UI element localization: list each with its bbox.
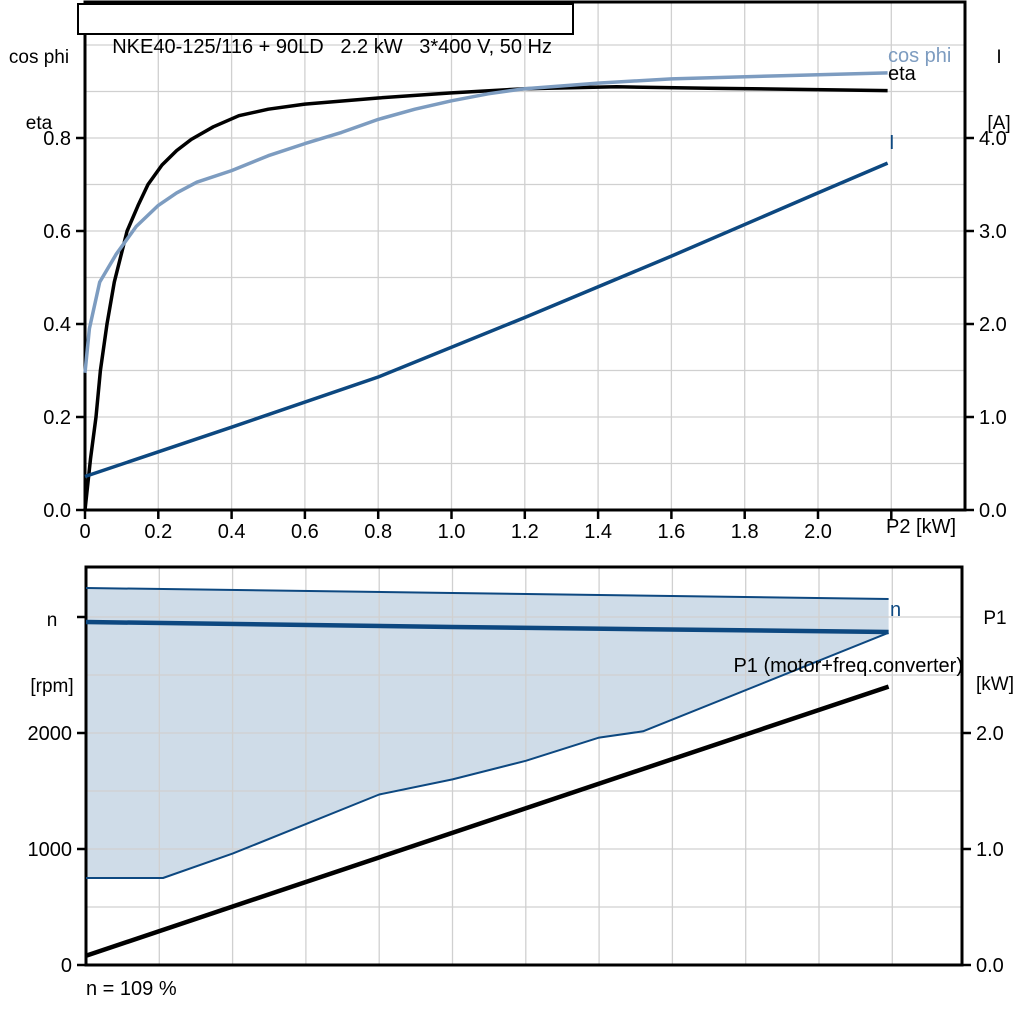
y-right-tick-label: 4.0	[979, 128, 1007, 150]
x-tick-label: 0.6	[291, 521, 319, 543]
y-left-tick-label: 1000	[28, 839, 73, 861]
n-min-curve	[86, 631, 889, 879]
x-tick-label: 1.6	[657, 521, 685, 543]
speed-axis-label: n	[46, 610, 58, 631]
x-tick-label: 1.4	[584, 521, 612, 543]
x-axis-label: P2 [kW]	[886, 516, 957, 538]
y-right-tick-label: 3.0	[979, 221, 1007, 243]
y-left-axis-title-bottom: n [rpm]	[20, 566, 84, 742]
eta-curve	[83, 85, 888, 511]
y-left-tick-label: 0.2	[43, 407, 71, 429]
y-right-tick-label: 2.0	[976, 723, 1004, 745]
cos-phi-curve-label: cos phi	[888, 45, 952, 67]
input-power-curve-label: P1 (motor+freq.converter)	[733, 655, 963, 677]
x-tick-label: 0.2	[144, 521, 172, 543]
chart-title: NKE40-125/116 + 90LD 2.2 kW 3*400 V, 50 …	[112, 36, 552, 58]
y-left-tick-label: 0	[61, 955, 72, 977]
eta-curve-label: eta	[888, 63, 916, 85]
y-right-tick-label: 1.0	[979, 407, 1007, 429]
y-right-tick-label: 1.0	[976, 839, 1004, 861]
y-right-tick-label: 0.0	[979, 500, 1007, 522]
y-right-axis-title-bottom: P1 [kW]	[966, 564, 1024, 740]
speed-unit-label: [rpm]	[30, 676, 74, 697]
n-curve	[85, 619, 889, 635]
x-tick-label: 0	[79, 521, 90, 543]
current-axis-label: I	[996, 47, 1002, 68]
y-left-tick-label: 0.0	[43, 500, 71, 522]
cos-phi-axis-label: cos phi	[8, 47, 70, 68]
current-curve-label: I	[889, 132, 895, 154]
n-max-curve	[85, 587, 889, 600]
y-left-axis-title-top: cos phi eta	[6, 3, 72, 179]
cos-phi-curve	[83, 71, 888, 373]
current-curve	[84, 161, 889, 479]
y-right-tick-label: 2.0	[979, 314, 1007, 336]
y-left-tick-label: 0.4	[43, 314, 71, 336]
x-tick-label: 1.2	[511, 521, 539, 543]
y-left-tick-label: 0.8	[43, 128, 71, 150]
eta-axis-label: eta	[25, 113, 53, 134]
p1-curve	[85, 684, 890, 958]
y-right-tick-label: 0.0	[976, 955, 1004, 977]
y-left-tick-label: 2000	[28, 723, 73, 745]
x-tick-label: 1.8	[731, 521, 759, 543]
y-right-axis-title-top: I [A]	[974, 3, 1024, 179]
x-tick-label: 2.0	[804, 521, 832, 543]
current-unit-label: [A]	[987, 113, 1011, 134]
input-power-axis-label: P1	[983, 608, 1007, 629]
x-tick-label: 0.8	[364, 521, 392, 543]
y-left-tick-label: 0.6	[43, 221, 71, 243]
speed-percentage-note: n = 109 %	[86, 978, 177, 1000]
x-tick-label: 1.0	[438, 521, 466, 543]
input-power-unit-label: [kW]	[976, 674, 1014, 695]
title-box: NKE40-125/116 + 90LD 2.2 kW 3*400 V, 50 …	[77, 3, 574, 58]
speed-curve-label: n	[890, 599, 902, 621]
x-tick-label: 0.4	[218, 521, 246, 543]
plot-frame	[84, 565, 964, 967]
